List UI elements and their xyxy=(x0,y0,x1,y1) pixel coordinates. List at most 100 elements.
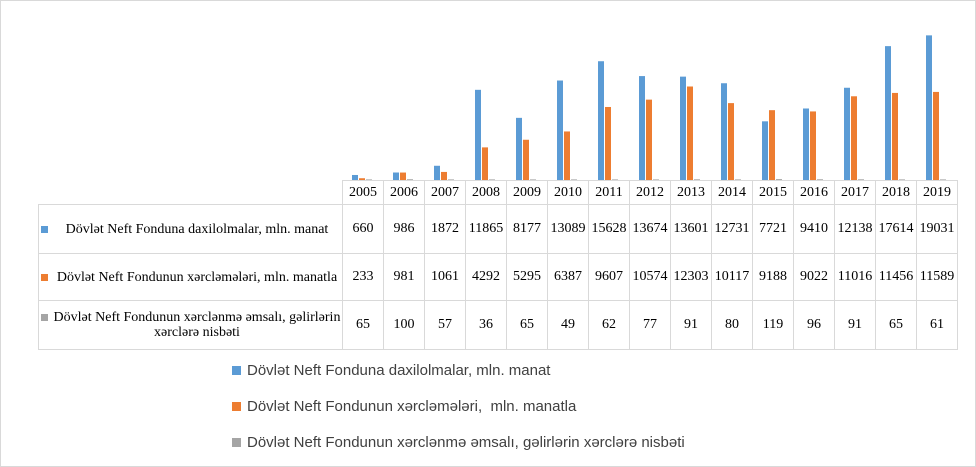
legend-swatch xyxy=(232,401,241,411)
bar-3-2011 xyxy=(612,179,618,180)
legend-item: Dövlət Neft Fondunun xərcləmələri, mln. … xyxy=(232,388,685,424)
year-header: 2007 xyxy=(424,180,466,205)
year-header: 2015 xyxy=(752,180,794,205)
bar-3-2019 xyxy=(940,179,946,180)
bar-3-2014 xyxy=(735,179,741,180)
table-cell: 4292 xyxy=(465,253,507,301)
bar-2-2014 xyxy=(728,103,734,180)
table-cell: 49 xyxy=(547,300,589,350)
table-cell: 12731 xyxy=(711,204,753,254)
table-cell: 11456 xyxy=(875,253,917,301)
table-cell: 62 xyxy=(588,300,630,350)
table-cell: 57 xyxy=(424,300,466,350)
table-cell: 9022 xyxy=(793,253,835,301)
bar-2-2005 xyxy=(359,178,365,180)
table-cell: 96 xyxy=(793,300,835,350)
bar-2-2015 xyxy=(769,110,775,180)
table-row: Dövlət Neft Fonduna daxilolmalar, mln. m… xyxy=(38,204,958,254)
table-cell: 9607 xyxy=(588,253,630,301)
bar-3-2009 xyxy=(530,179,536,180)
bar-2-2010 xyxy=(564,131,570,180)
table-cell: 91 xyxy=(834,300,876,350)
bar-1-2015 xyxy=(762,121,768,180)
bar-2-2013 xyxy=(687,86,693,180)
bar-1-2011 xyxy=(598,61,604,180)
bar-1-2013 xyxy=(680,76,686,180)
bar-1-2005 xyxy=(352,174,358,180)
table-cell: 11865 xyxy=(465,204,507,254)
year-header: 2010 xyxy=(547,180,589,205)
bar-3-2013 xyxy=(694,179,700,180)
series-row-label: Dövlət Neft Fondunun xərclənmə əmsalı, g… xyxy=(38,300,343,350)
table-cell: 13089 xyxy=(547,204,589,254)
series-key-swatch xyxy=(41,225,48,233)
table-cell: 1872 xyxy=(424,204,466,254)
table-cell: 11016 xyxy=(834,253,876,301)
table-cell: 100 xyxy=(383,300,425,350)
table-cell: 80 xyxy=(711,300,753,350)
year-header: 2014 xyxy=(711,180,753,205)
bar-1-2006 xyxy=(393,172,399,180)
table-cell: 91 xyxy=(670,300,712,350)
legend: Dövlət Neft Fonduna daxilolmalar, mln. m… xyxy=(232,352,685,460)
year-header: 2019 xyxy=(916,180,958,205)
bar-1-2008 xyxy=(475,89,481,180)
year-header: 2011 xyxy=(588,180,630,205)
table-cell: 119 xyxy=(752,300,794,350)
table-cell: 9410 xyxy=(793,204,835,254)
bar-2-2006 xyxy=(400,172,406,180)
bar-3-2006 xyxy=(407,179,413,180)
table-cell: 6387 xyxy=(547,253,589,301)
table-cell: 13601 xyxy=(670,204,712,254)
data-table: 2005 2006 2007 2008 2009 2010 2011 2012 2013 2014… xyxy=(38,180,958,350)
bar-1-2016 xyxy=(803,108,809,180)
bar-2-2017 xyxy=(851,96,857,180)
legend-label: Dövlət Neft Fondunun xərcləmələri, mln. … xyxy=(247,397,577,415)
table-cell: 12303 xyxy=(670,253,712,301)
bar-3-2005 xyxy=(366,179,372,180)
table-cell: 9188 xyxy=(752,253,794,301)
bar-2-2008 xyxy=(482,147,488,180)
bar-1-2012 xyxy=(639,76,645,180)
bar-1-2018 xyxy=(885,46,891,180)
bar-1-2017 xyxy=(844,87,850,180)
bar-3-2010 xyxy=(571,179,577,180)
legend-label: Dövlət Neft Fondunun xərclənmə əmsalı, g… xyxy=(247,433,685,451)
table-cell: 61 xyxy=(916,300,958,350)
bar-1-2007 xyxy=(434,165,440,180)
bar-2-2019 xyxy=(933,91,939,180)
bar-1-2019 xyxy=(926,35,932,181)
year-header: 2006 xyxy=(383,180,425,205)
table-header-row: 2005 2006 2007 2008 2009 2010 2011 2012 2013 2014… xyxy=(38,180,958,205)
series-key-swatch xyxy=(41,314,48,321)
bar-3-2016 xyxy=(817,179,823,180)
series-row-label: Dövlət Neft Fonduna daxilolmalar, mln. m… xyxy=(38,204,343,254)
table-cell: 15628 xyxy=(588,204,630,254)
series-row-label-text: Dövlət Neft Fondunun xərcləmələri, mln. … xyxy=(56,269,338,285)
bar-2-2012 xyxy=(646,99,652,180)
year-header: 2009 xyxy=(506,180,548,205)
series-key-swatch xyxy=(41,273,48,281)
table-cell: 10574 xyxy=(629,253,671,301)
table-cell: 8177 xyxy=(506,204,548,254)
year-header: 2005 xyxy=(342,180,384,205)
year-header: 2013 xyxy=(670,180,712,205)
bar-3-2017 xyxy=(858,179,864,180)
table-cell: 10117 xyxy=(711,253,753,301)
table-cell: 5295 xyxy=(506,253,548,301)
year-header: 2017 xyxy=(834,180,876,205)
bar-1-2014 xyxy=(721,83,727,180)
table-cell: 660 xyxy=(342,204,384,254)
bar-2-2007 xyxy=(441,171,447,180)
legend-item: Dövlət Neft Fondunun xərclənmə əmsalı, g… xyxy=(232,424,685,460)
table-cell: 65 xyxy=(506,300,548,350)
series-row-label-text: Dövlət Neft Fonduna daxilolmalar, mln. m… xyxy=(65,221,329,237)
bar-3-2007 xyxy=(448,179,454,180)
legend-item: Dövlət Neft Fonduna daxilolmalar, mln. m… xyxy=(232,352,685,388)
bar-3-2018 xyxy=(899,179,905,180)
table-cell: 1061 xyxy=(424,253,466,301)
bar-3-2012 xyxy=(653,179,659,180)
table-cell: 17614 xyxy=(875,204,917,254)
table-cell: 65 xyxy=(875,300,917,350)
series-row-label-text: Dövlət Neft Fondunun xərclənmə əmsalı, g… xyxy=(53,310,341,340)
